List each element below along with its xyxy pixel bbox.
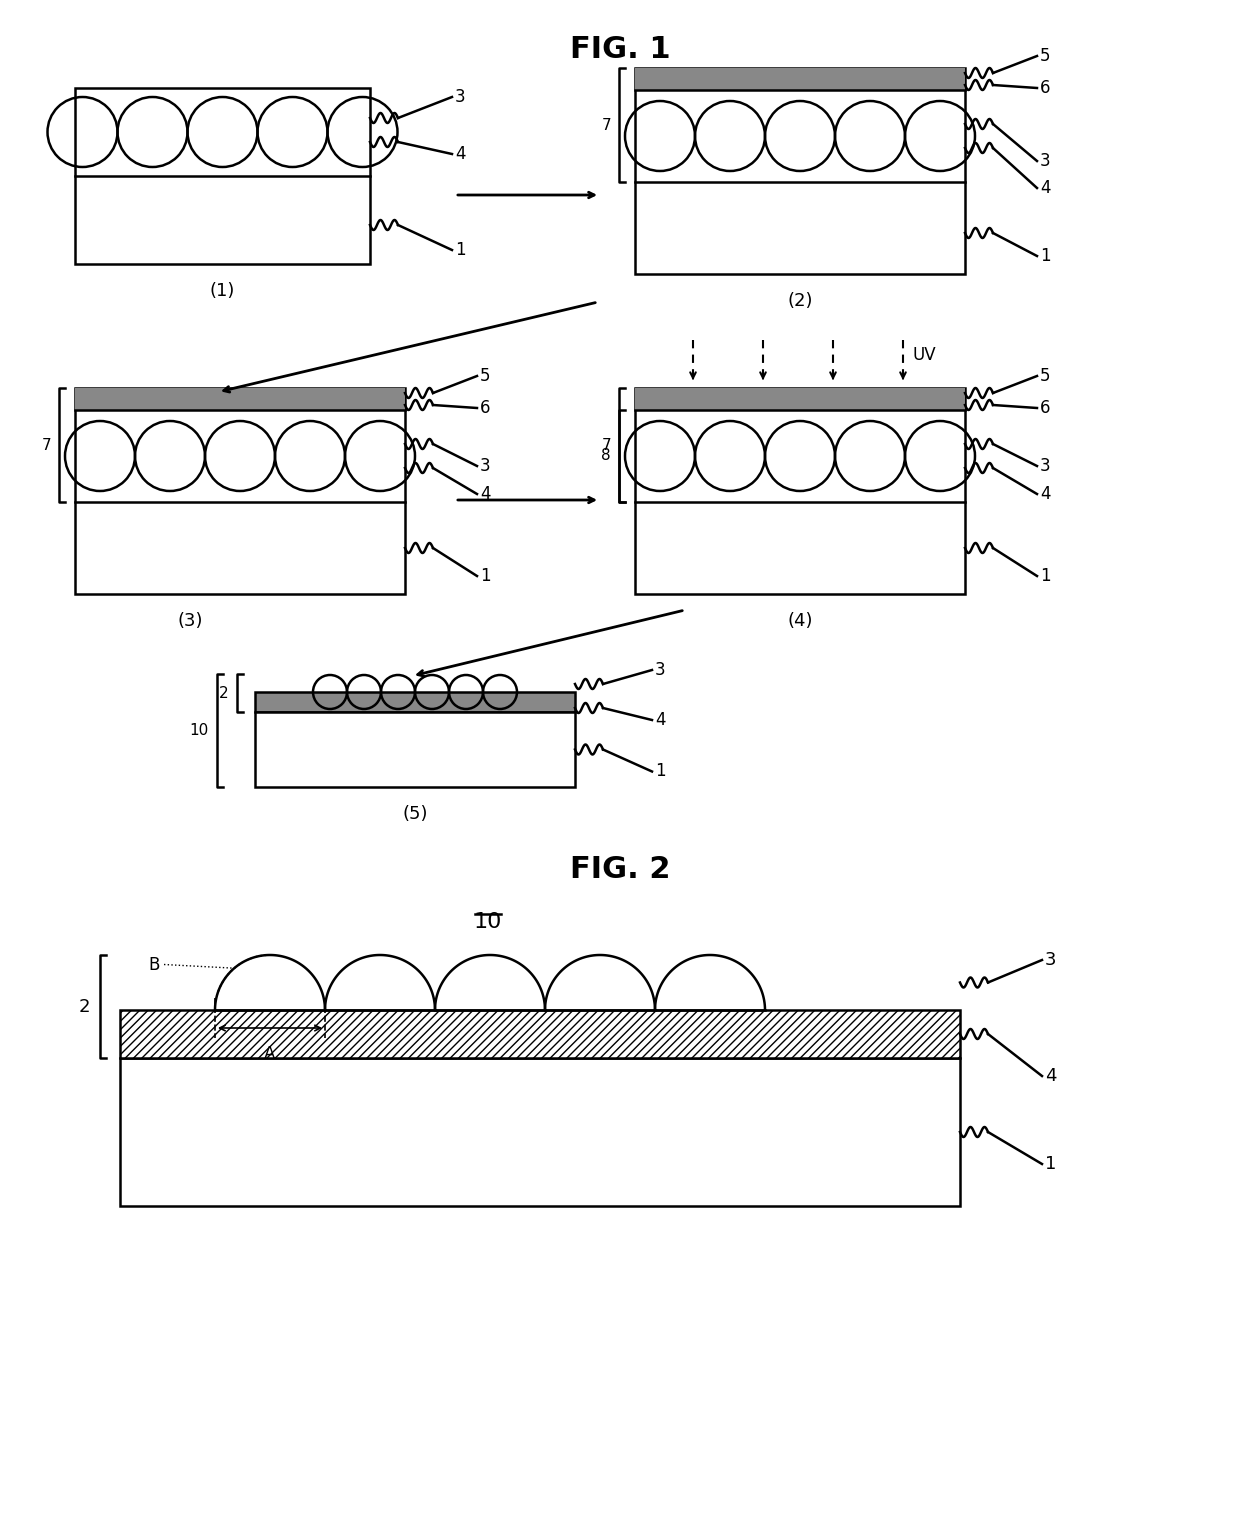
Text: 4: 4 <box>1045 1067 1056 1085</box>
Text: 7: 7 <box>41 437 51 452</box>
Text: 1: 1 <box>1040 568 1050 584</box>
Text: B: B <box>148 956 160 974</box>
Text: 5: 5 <box>1040 47 1050 65</box>
Text: 5: 5 <box>480 367 491 385</box>
Text: 4: 4 <box>1040 180 1050 196</box>
Text: 4: 4 <box>1040 486 1050 502</box>
Text: 6: 6 <box>480 399 491 417</box>
Text: (2): (2) <box>787 292 812 310</box>
Text: 6: 6 <box>1040 399 1050 417</box>
Text: 1: 1 <box>455 240 466 259</box>
Bar <box>255 712 575 787</box>
Text: 4: 4 <box>655 711 666 729</box>
Text: 1: 1 <box>655 763 666 781</box>
Text: 1: 1 <box>480 568 491 584</box>
Bar <box>74 388 405 409</box>
Text: FIG. 2: FIG. 2 <box>569 855 671 884</box>
Bar <box>635 68 965 90</box>
Text: 3: 3 <box>1040 457 1050 475</box>
Text: 10: 10 <box>190 723 210 738</box>
Text: 7: 7 <box>601 117 611 132</box>
Text: 3: 3 <box>1040 152 1050 170</box>
Text: 4: 4 <box>455 145 465 163</box>
Text: 3: 3 <box>455 88 466 107</box>
Bar <box>635 68 965 274</box>
Text: 1: 1 <box>1045 1155 1056 1173</box>
Text: (3): (3) <box>177 612 203 630</box>
Bar <box>120 1011 960 1058</box>
Text: A: A <box>264 1046 275 1062</box>
Text: 1: 1 <box>1040 247 1050 265</box>
Text: 3: 3 <box>1045 951 1056 970</box>
Bar <box>635 388 965 594</box>
Text: UV: UV <box>913 345 936 364</box>
Text: 5: 5 <box>1040 367 1050 385</box>
Text: (1): (1) <box>210 282 236 300</box>
Bar <box>74 88 370 263</box>
Text: 7: 7 <box>601 437 611 452</box>
Text: FIG. 1: FIG. 1 <box>569 35 671 64</box>
Text: (5): (5) <box>402 805 428 823</box>
Text: 6: 6 <box>1040 79 1050 97</box>
Bar <box>74 388 405 594</box>
Text: 2: 2 <box>78 997 91 1015</box>
Bar <box>120 1058 960 1205</box>
Text: 2: 2 <box>219 685 229 700</box>
Text: 10: 10 <box>474 912 502 931</box>
Text: 3: 3 <box>480 457 491 475</box>
Text: 3: 3 <box>655 661 666 679</box>
Text: (4): (4) <box>787 612 812 630</box>
Text: 8: 8 <box>601 449 611 464</box>
Text: 4: 4 <box>480 486 491 502</box>
Bar <box>635 388 965 409</box>
Bar <box>255 693 575 712</box>
